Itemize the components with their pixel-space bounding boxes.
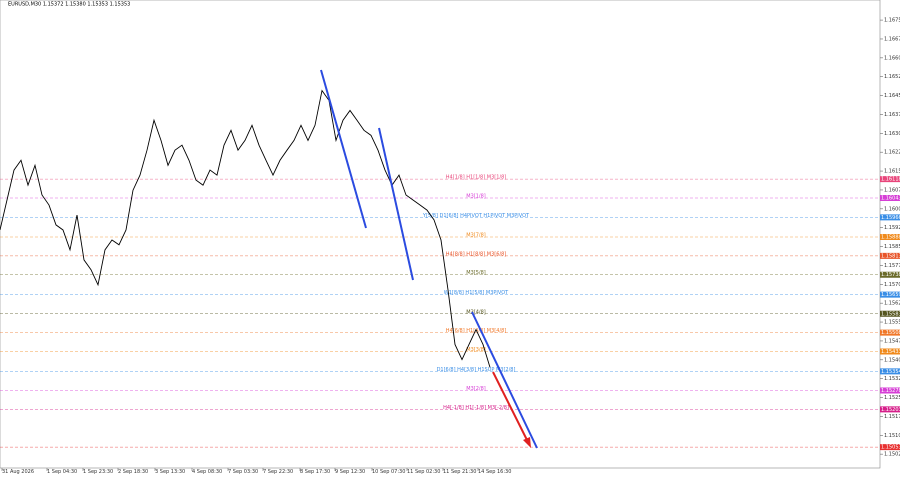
price-tag-label: 1.15966 (881, 215, 900, 221)
level-label: M3[5/8] (466, 270, 485, 276)
y-tick-label: 1.15100 (884, 433, 900, 439)
level-label: H4[1/8] H1[1/8] M3[1/8] (446, 175, 506, 181)
price-tag (880, 291, 900, 298)
x-tick-label: 11 Sep 02:30 (407, 469, 440, 474)
price-tag (880, 406, 900, 413)
y-tick-label: 1.15700 (884, 282, 900, 288)
price-tag (880, 176, 900, 183)
y-tick-label: 1.16375 (884, 112, 900, 118)
level-label: H4[-1/8] H1[-1/8] M3[-2/8] (443, 405, 509, 411)
y-tick-label: 1.15475 (884, 338, 900, 344)
y-tick-label: 1.15775 (884, 263, 900, 269)
x-tick-label: 4 Sep 08:30 (192, 469, 222, 474)
y-tick-label: 1.15250 (884, 395, 900, 401)
price-tag (880, 368, 900, 375)
y-tick-label: 1.15025 (884, 452, 900, 458)
level-label: Y[5/8] D1[6/8] H4PIVOT H1PIVOT M3PIVOT (422, 213, 530, 219)
level-label: M3[2/8] (466, 386, 485, 392)
price-tag (880, 444, 900, 451)
level-label: H4[6/8] H1[4/8] M3[4/8] (446, 328, 506, 334)
price-tag (880, 310, 900, 317)
x-tick-label: 3 Sep 13:30 (155, 469, 185, 474)
x-tick-label: 7 Sep 22:30 (263, 469, 293, 474)
price-tag-label: 1.15813 (881, 253, 900, 259)
x-tick-label: 1 Sep 04:30 (47, 469, 77, 474)
price-tag-label: 1.15433 (881, 349, 900, 355)
price-tag (880, 348, 900, 355)
price-tag (880, 252, 900, 259)
price-tag-label: 1.16118 (881, 177, 900, 183)
x-tick-label: 9 Sep 12:30 (335, 469, 365, 474)
chart-title: EURUSD,M30 1.15372 1.15380 1.15353 1.153… (8, 2, 130, 8)
x-tick-label: 7 Sep 03:30 (228, 469, 258, 474)
y-tick-label: 1.15925 (884, 225, 900, 231)
price-tag-label: 1.15053 (881, 445, 900, 451)
y-tick-label: 1.15625 (884, 301, 900, 307)
y-tick-label: 1.16750 (884, 18, 900, 24)
y-tick-label: 1.16225 (884, 150, 900, 156)
x-tick-label: 8 Sep 17:30 (300, 469, 330, 474)
x-tick-label: 1 Sep 23:30 (83, 469, 113, 474)
price-tag-label: 1.15278 (881, 388, 900, 394)
trend-line (378, 127, 414, 281)
y-tick-label: 1.16675 (884, 36, 900, 42)
level-label: H4[8/8] H1[8/8] M3[6/8] (446, 251, 506, 257)
plot-frame (0, 0, 881, 469)
y-tick-label: 1.15550 (884, 320, 900, 326)
price-tag (880, 214, 900, 221)
level-label: M3[3/8] (466, 347, 485, 353)
price-tag-label: 1.15659 (881, 292, 900, 298)
y-tick-label: 1.16150 (884, 169, 900, 175)
price-tag (880, 195, 900, 202)
trend-line (471, 311, 538, 449)
forecast-arrow (492, 371, 529, 443)
y-tick-label: 1.15850 (884, 244, 900, 250)
y-tick-label: 1.15325 (884, 376, 900, 382)
x-tick-label: 31 Aug 2026 (2, 469, 34, 474)
x-tick-label: 11 Sep 21:30 (443, 469, 476, 474)
price-tag-label: 1.15508 (881, 330, 900, 336)
x-tick-label: 2 Sep 18:30 (118, 469, 148, 474)
price-tag-label: 1.16043 (881, 196, 900, 202)
level-label: M3[1/8] (466, 194, 485, 200)
price-tag (880, 271, 900, 278)
price-tag-label: 1.15738 (881, 272, 900, 278)
price-tag-label: 1.15203 (881, 407, 900, 413)
level-label: M3[7/8] (466, 233, 485, 239)
x-tick-label: 14 Sep 16:30 (478, 469, 511, 474)
arrow-head (523, 437, 531, 448)
price-tag-label: 1.15583 (881, 311, 900, 317)
price-tag (880, 234, 900, 241)
y-tick-label: 1.15175 (884, 414, 900, 420)
y-tick-label: 1.16075 (884, 187, 900, 193)
price-line (0, 89, 491, 368)
y-tick-label: 1.16525 (884, 74, 900, 80)
price-tag (880, 387, 900, 394)
y-tick-label: 1.16600 (884, 55, 900, 61)
level-label: D1[6/8] H4[3/8] H1SUP M3[2/8] (437, 367, 516, 373)
price-tag-label: 1.15354 (881, 369, 900, 375)
price-tag-label: 1.15888 (881, 235, 900, 241)
level-label: M3[4/8] (466, 309, 485, 315)
level-label: W1[8/8] H1[5/8] M3PIVOT (444, 290, 509, 296)
trend-line (320, 69, 367, 229)
x-tick-label: 10 Sep 07:30 (372, 469, 405, 474)
y-tick-label: 1.16450 (884, 93, 900, 99)
price-tag (880, 329, 900, 336)
y-tick-label: 1.16000 (884, 206, 900, 212)
y-tick-label: 1.15400 (884, 357, 900, 363)
y-tick-label: 1.16300 (884, 131, 900, 137)
